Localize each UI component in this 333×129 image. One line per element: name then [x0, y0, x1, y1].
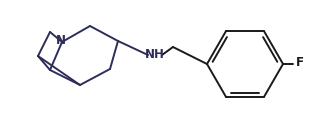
- Text: F: F: [296, 57, 304, 70]
- Text: N: N: [56, 34, 66, 47]
- Text: NH: NH: [145, 47, 165, 61]
